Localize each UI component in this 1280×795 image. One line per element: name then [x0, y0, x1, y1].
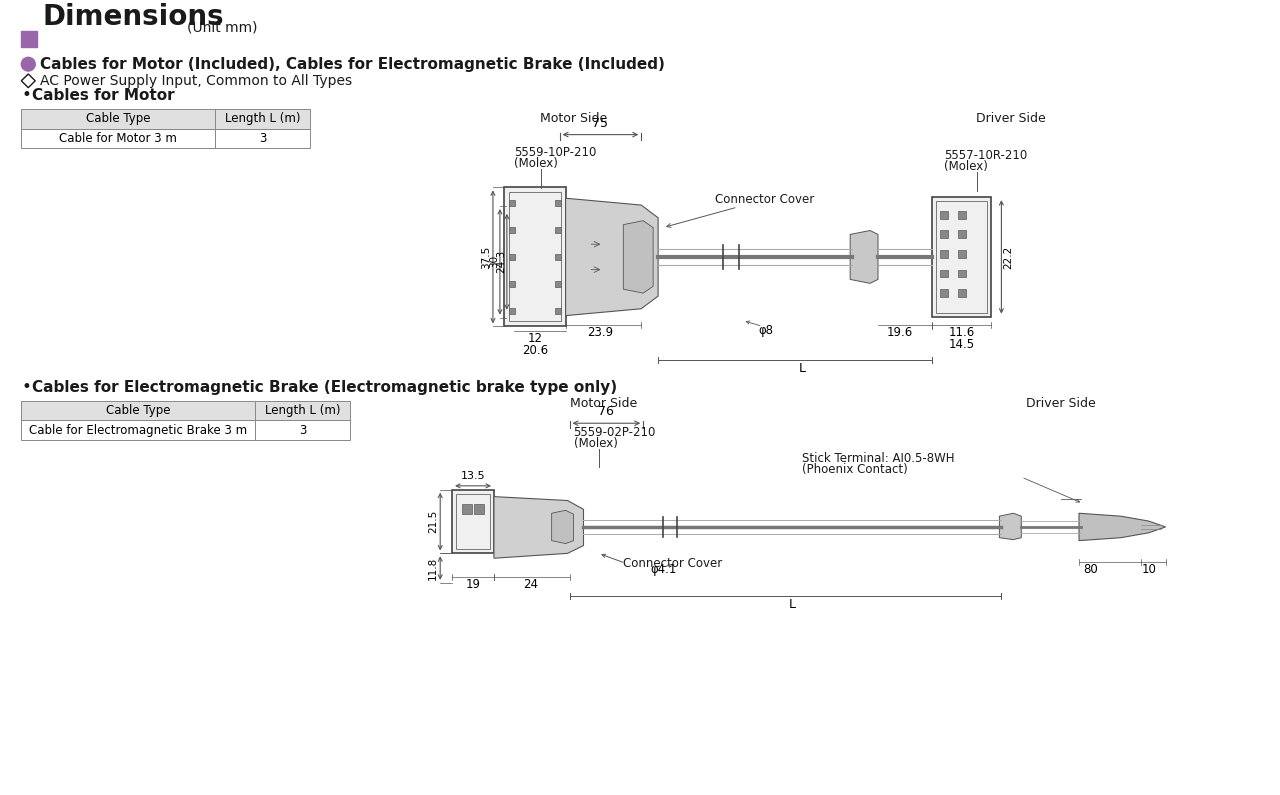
Text: •: •	[22, 378, 31, 396]
Bar	[957, 250, 965, 258]
Text: (Unit mm): (Unit mm)	[187, 21, 259, 35]
Bar	[940, 250, 947, 258]
Bar	[554, 227, 561, 233]
Text: 76: 76	[599, 405, 614, 418]
Text: Length L (m): Length L (m)	[225, 112, 301, 126]
Bar	[957, 231, 965, 238]
Bar	[22, 129, 215, 149]
Bar	[509, 281, 515, 287]
Bar	[456, 494, 490, 549]
Bar	[940, 270, 947, 277]
Bar	[255, 421, 349, 440]
Text: Cable for Motor 3 m: Cable for Motor 3 m	[59, 132, 177, 145]
Text: Connector Cover: Connector Cover	[623, 557, 722, 570]
Bar	[936, 201, 987, 312]
Text: (Molex): (Molex)	[513, 157, 558, 170]
Bar	[474, 505, 484, 514]
Bar	[940, 231, 947, 238]
Text: 3: 3	[259, 132, 266, 145]
Bar	[940, 211, 947, 219]
Text: Driver Side: Driver Side	[977, 112, 1046, 125]
Text: 19: 19	[466, 578, 480, 591]
Text: 19.6: 19.6	[887, 327, 913, 339]
Text: φ8: φ8	[758, 324, 773, 337]
Polygon shape	[623, 221, 653, 293]
Text: AC Power Supply Input, Common to All Types: AC Power Supply Input, Common to All Typ…	[40, 74, 352, 87]
Text: Length L (m): Length L (m)	[265, 404, 340, 417]
Text: 11.6: 11.6	[948, 327, 974, 339]
Text: Motor Side: Motor Side	[540, 112, 607, 125]
Bar	[932, 197, 992, 316]
Text: 13.5: 13.5	[461, 471, 485, 481]
Text: 14.5: 14.5	[948, 338, 974, 351]
Text: Cables for Motor: Cables for Motor	[32, 88, 175, 103]
Text: L: L	[788, 599, 796, 611]
Text: 24.3: 24.3	[495, 250, 506, 273]
Bar	[957, 289, 965, 297]
Text: (Phoenix Contact): (Phoenix Contact)	[803, 463, 908, 476]
Text: φ4.1: φ4.1	[650, 563, 676, 576]
Bar	[957, 211, 965, 219]
Bar	[940, 289, 947, 297]
Text: 75: 75	[593, 117, 608, 130]
Bar	[22, 31, 37, 47]
Text: 5557-10R-210: 5557-10R-210	[943, 149, 1027, 162]
Bar	[22, 401, 255, 421]
Text: 24: 24	[524, 578, 539, 591]
Text: 10: 10	[1142, 563, 1156, 576]
Bar	[509, 200, 515, 206]
Text: 30: 30	[489, 255, 499, 269]
Bar	[554, 200, 561, 206]
Text: Stick Terminal: AI0.5-8WH: Stick Terminal: AI0.5-8WH	[803, 452, 955, 465]
Bar	[255, 401, 349, 421]
Text: (Molex): (Molex)	[943, 160, 988, 173]
Bar	[22, 421, 255, 440]
Bar	[504, 188, 566, 327]
Bar	[554, 254, 561, 260]
Text: Cable Type: Cable Type	[86, 112, 151, 126]
Text: Cable Type: Cable Type	[106, 404, 170, 417]
Bar	[509, 308, 515, 314]
Bar	[957, 270, 965, 277]
Polygon shape	[566, 198, 658, 316]
Text: Connector Cover: Connector Cover	[716, 193, 814, 206]
Polygon shape	[850, 231, 878, 283]
Bar	[22, 109, 215, 129]
Text: 5559-10P-210: 5559-10P-210	[513, 146, 596, 159]
Text: L: L	[799, 362, 806, 374]
Text: 5559-02P-210: 5559-02P-210	[573, 426, 655, 439]
Text: Dimensions: Dimensions	[42, 3, 224, 31]
Text: (Molex): (Molex)	[573, 436, 617, 450]
Polygon shape	[1079, 514, 1166, 541]
Bar	[554, 308, 561, 314]
Text: 21.5: 21.5	[429, 510, 438, 533]
Text: 20.6: 20.6	[522, 344, 548, 357]
Circle shape	[22, 57, 36, 71]
Text: Cables for Motor (Included), Cables for Electromagnetic Brake (Included): Cables for Motor (Included), Cables for …	[40, 56, 666, 72]
Bar	[462, 505, 472, 514]
Bar	[554, 281, 561, 287]
Text: 3: 3	[298, 424, 306, 436]
Bar	[452, 490, 494, 553]
Polygon shape	[1000, 514, 1021, 540]
Text: 11.8: 11.8	[429, 556, 438, 580]
Text: 80: 80	[1084, 563, 1098, 576]
Text: •: •	[22, 87, 31, 104]
Text: Driver Side: Driver Side	[1027, 397, 1096, 409]
Text: Motor Side: Motor Side	[570, 397, 637, 409]
Text: 12: 12	[527, 332, 543, 345]
Text: Cable for Electromagnetic Brake 3 m: Cable for Electromagnetic Brake 3 m	[29, 424, 247, 436]
Bar	[215, 129, 310, 149]
Text: 23.9: 23.9	[588, 327, 613, 339]
Polygon shape	[552, 510, 573, 544]
Text: 37.5: 37.5	[481, 246, 492, 269]
Text: Cables for Electromagnetic Brake (Electromagnetic brake type only): Cables for Electromagnetic Brake (Electr…	[32, 379, 617, 394]
Text: 22.2: 22.2	[1004, 246, 1014, 269]
Bar	[215, 109, 310, 129]
Bar	[509, 254, 515, 260]
Bar	[509, 192, 561, 321]
Polygon shape	[494, 497, 584, 558]
Bar	[509, 227, 515, 233]
